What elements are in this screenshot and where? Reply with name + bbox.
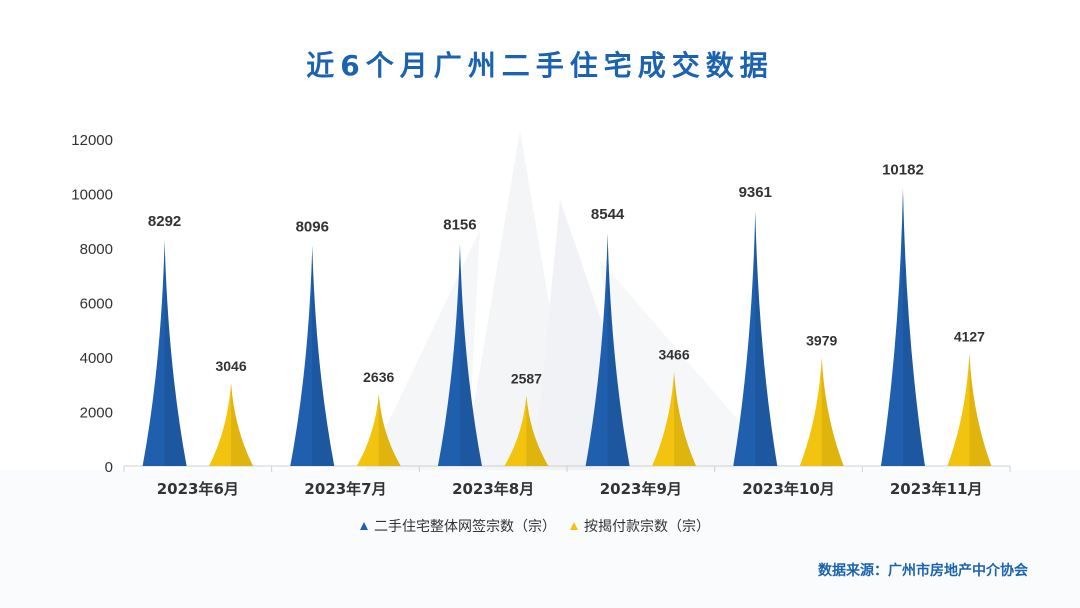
bar-mortgage-shade <box>821 357 844 466</box>
data-label: 3466 <box>658 347 689 363</box>
bar-mortgage-shade <box>378 394 401 466</box>
bar-online-signing-shade <box>902 188 925 466</box>
bar-online-signing-shade <box>755 210 778 466</box>
bar-online-signing <box>733 210 778 466</box>
data-label: 8544 <box>591 206 625 223</box>
bar-mortgage-shade <box>526 395 549 466</box>
bar-online-signing-shade <box>607 233 630 466</box>
x-tick-label: 2023年9月 <box>600 480 682 498</box>
y-tick-label: 4000 <box>80 350 113 367</box>
data-label: 2636 <box>363 369 394 385</box>
bar-mortgage-shade <box>231 382 254 466</box>
bar-mortgage <box>947 353 992 466</box>
data-label: 4127 <box>954 329 985 345</box>
legend-label: 二手住宅整体网签宗数（宗） <box>374 518 556 535</box>
bar-online-signing <box>142 240 187 466</box>
y-tick-label: 12000 <box>71 132 113 149</box>
data-label: 8292 <box>148 213 181 230</box>
x-tick-label: 2023年6月 <box>157 480 239 498</box>
bar-mortgage <box>209 382 254 466</box>
bar-online-signing-shade <box>312 245 335 466</box>
x-tick-label: 2023年8月 <box>452 480 534 498</box>
bar-online-signing <box>437 243 482 466</box>
bar-online-signing <box>880 188 925 466</box>
bar-online-signing-shade <box>164 240 187 466</box>
bar-mortgage-shade <box>969 353 992 466</box>
source-note: 数据来源：广州市房地产中介协会 <box>818 563 1028 579</box>
bar-online-signing <box>290 245 335 466</box>
bar-online-signing <box>585 233 630 466</box>
x-tick-label: 2023年7月 <box>304 480 386 498</box>
data-label: 2587 <box>511 371 542 387</box>
x-tick-label: 2023年11月 <box>890 480 983 498</box>
y-tick-label: 0 <box>105 459 113 476</box>
bar-mortgage <box>356 394 401 466</box>
y-tick-label: 10000 <box>71 187 113 204</box>
legend-label: 按揭付款宗数（宗） <box>584 519 710 535</box>
data-label: 8096 <box>296 218 329 235</box>
bar-mortgage <box>652 371 697 466</box>
x-tick-label: 2023年10月 <box>742 480 835 498</box>
bar-mortgage-shade <box>674 371 697 466</box>
data-label: 10182 <box>882 162 924 179</box>
bar-mortgage <box>799 357 844 466</box>
y-tick-label: 8000 <box>80 241 113 258</box>
y-tick-label: 6000 <box>80 296 113 313</box>
data-label: 3046 <box>215 358 246 374</box>
page-title: 近6个月广州二手住宅成交数据 <box>306 49 774 82</box>
bar-online-signing-shade <box>459 243 482 466</box>
data-label: 3979 <box>806 333 837 349</box>
legend-marker <box>570 522 578 530</box>
legend-marker <box>360 522 368 530</box>
data-label: 8156 <box>443 217 476 234</box>
bar-mortgage <box>504 395 549 466</box>
y-tick-label: 2000 <box>80 405 113 422</box>
data-label: 9361 <box>739 184 772 201</box>
